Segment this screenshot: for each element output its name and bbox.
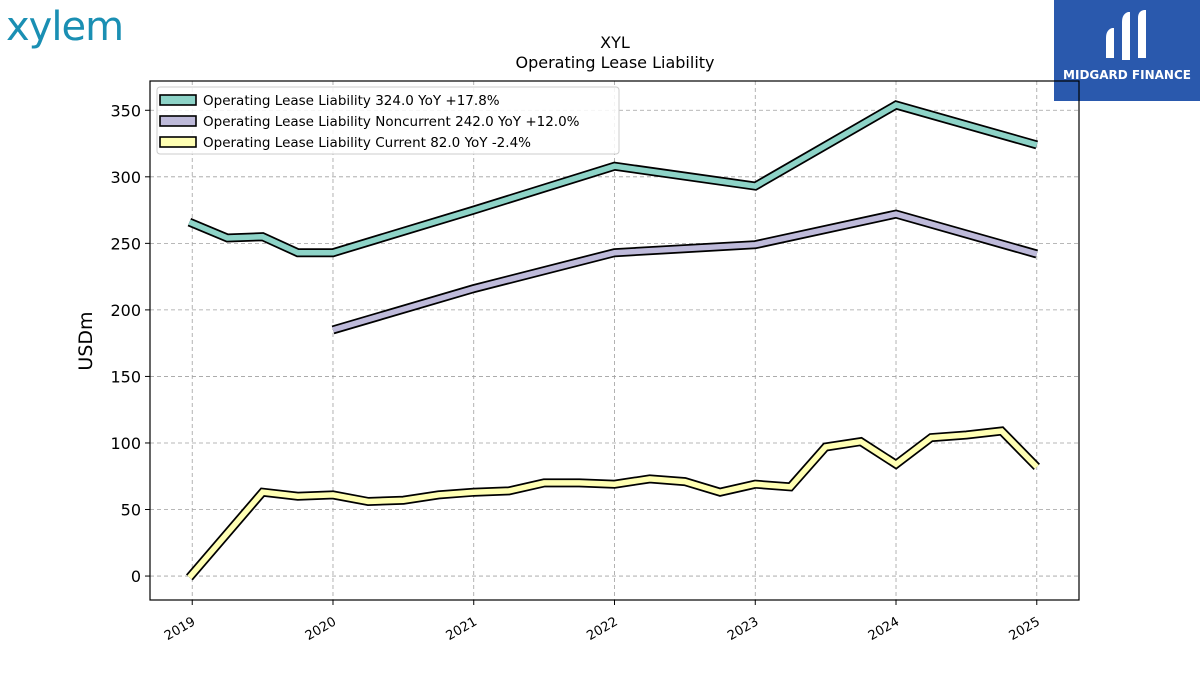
y-tick-label: 350 xyxy=(110,101,141,120)
y-tick-label: 200 xyxy=(110,301,141,320)
x-tick-label: 2021 xyxy=(444,614,480,644)
x-tick-label: 2020 xyxy=(303,614,339,644)
x-tick-label: 2024 xyxy=(866,614,902,644)
legend-label-2: Operating Lease Liability Noncurrent 242… xyxy=(203,114,580,130)
x-tick-label: 2022 xyxy=(584,614,620,644)
legend-swatch-1 xyxy=(159,94,197,106)
y-axis-label: USDm xyxy=(75,311,97,370)
company-logo: xylem xyxy=(6,4,124,50)
x-tick-label: 2025 xyxy=(1007,614,1043,644)
legend-swatch-2 xyxy=(159,115,197,127)
legend-label-3: Operating Lease Liability Current 82.0 Y… xyxy=(203,135,531,151)
chart-title: XYL xyxy=(600,33,630,52)
y-tick-label: 250 xyxy=(110,234,141,253)
chart-subtitle: Operating Lease Liability xyxy=(515,53,714,72)
y-tick-label: 0 xyxy=(131,567,141,586)
series-2-outline xyxy=(331,209,1039,335)
x-tick-label: 2019 xyxy=(162,614,198,644)
series-2-line xyxy=(332,211,1038,333)
legend: Operating Lease Liability 324.0 YoY +17.… xyxy=(156,86,620,155)
y-tick-label: 300 xyxy=(110,168,141,187)
publisher-logo-mark-icon xyxy=(1106,10,1146,60)
series-3-line xyxy=(187,428,1039,580)
x-axis: 2019 2020 2021 2022 2023 2024 2025 xyxy=(162,600,1043,644)
series-1-line xyxy=(188,102,1038,256)
y-tick-label: 100 xyxy=(110,434,141,453)
publisher-logo: MIDGARD FINANCE xyxy=(1054,0,1200,101)
x-tick-label: 2023 xyxy=(725,614,761,644)
y-tick-label: 150 xyxy=(110,367,141,386)
publisher-logo-text: MIDGARD FINANCE xyxy=(1063,68,1191,82)
legend-label-1: Operating Lease Liability 324.0 YoY +17.… xyxy=(203,93,500,109)
legend-swatch-3 xyxy=(159,136,197,148)
y-tick-label: 50 xyxy=(121,501,141,520)
grid xyxy=(150,81,1079,600)
series-layer xyxy=(185,100,1041,581)
legend-box xyxy=(156,86,620,155)
y-axis: 0 50 100 150 200 250 300 350 xyxy=(110,101,150,586)
